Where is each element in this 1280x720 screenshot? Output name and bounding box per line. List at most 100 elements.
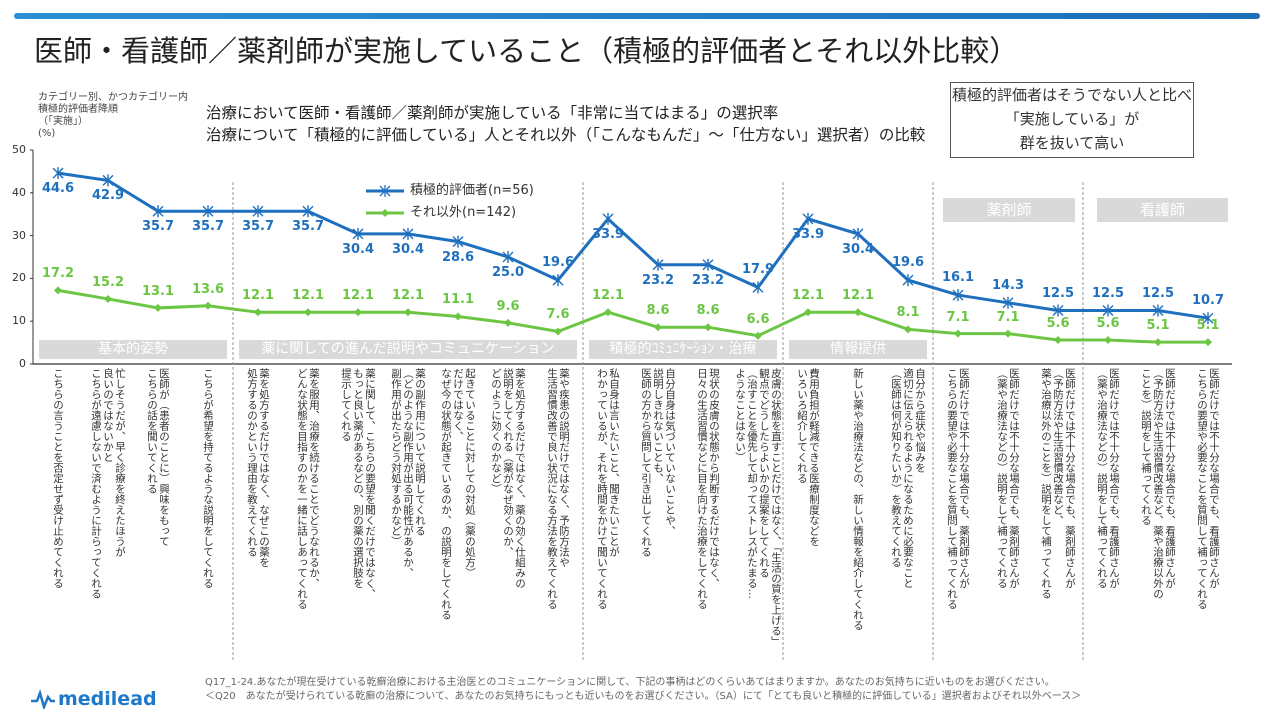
data-label: 42.9 xyxy=(91,188,125,204)
data-point xyxy=(1052,304,1064,317)
data-label: 30.4 xyxy=(391,241,425,257)
data-label: 15.2 xyxy=(91,274,125,290)
data-point xyxy=(54,286,62,295)
data-label: 17.9 xyxy=(741,262,775,278)
data-label: 12.1 xyxy=(241,288,275,304)
data-point xyxy=(254,308,262,317)
y-tick-label: 20 xyxy=(12,271,26,285)
x-tick-label: 薬を処方するだけではなく、なぜこの薬を 処方するのかという理由を教えてくれる xyxy=(246,368,270,568)
data-label: 13.1 xyxy=(141,283,175,299)
data-point xyxy=(554,327,562,336)
data-label: 28.6 xyxy=(441,249,475,265)
y-tick-label: 10 xyxy=(12,314,26,328)
x-tick-label: こちらの言うことを否定せず受け止めてくれる xyxy=(52,368,64,589)
data-point xyxy=(1152,304,1164,317)
data-label: 12.1 xyxy=(591,288,625,304)
data-label: 12.1 xyxy=(841,288,875,304)
x-tick-label: 忙しそうだが、早く診療を終えたほうが 良いのではないかと こちらが遠慮しないで済… xyxy=(90,368,126,599)
data-label: 16.1 xyxy=(941,270,975,286)
data-label: 8.6 xyxy=(646,303,670,319)
data-label: 17.2 xyxy=(41,266,75,282)
footnote: Q17_1-24.あなたが現在受けている乾癬治療における主治医とのコミュニケーシ… xyxy=(205,676,1081,704)
data-point xyxy=(654,323,662,332)
x-tick-label: 自分自身は気づいていないことや、 説明しきれないことも、 医師の方から質問して引… xyxy=(640,368,676,557)
data-label: 12.1 xyxy=(391,288,425,304)
footnote-line: ＜Q20 あなたが受けられている乾癬の治療について、あなたのお気持ちにもっとも近… xyxy=(205,691,1082,702)
data-point xyxy=(702,258,714,271)
series-line xyxy=(57,171,1209,320)
data-point xyxy=(904,325,912,334)
role-badge-nurse: 看護師 xyxy=(1097,198,1228,222)
data-point xyxy=(1154,338,1162,347)
data-label: 12.1 xyxy=(791,288,825,304)
asterisk-marker-icon xyxy=(366,185,404,197)
data-label: 44.6 xyxy=(41,181,75,197)
data-point xyxy=(902,274,914,287)
data-point xyxy=(452,235,464,248)
data-point xyxy=(552,274,564,287)
data-label: 7.6 xyxy=(546,307,570,323)
data-point xyxy=(304,308,312,317)
data-point xyxy=(804,308,812,317)
data-label: 30.4 xyxy=(841,241,875,257)
y-tick-label: 0 xyxy=(19,357,26,370)
data-label: 9.6 xyxy=(496,298,520,314)
data-point xyxy=(402,227,414,240)
x-tick-label: 現状の皮膚の状態から判断するだけではなく、 日々の生活習慣などに目を向けた治療を… xyxy=(696,368,720,610)
note-line: カテゴリー別、かつカテゴリー内 xyxy=(38,92,188,103)
x-tick-label: 医師だけでは不十分な場合でも、看護師さんが （薬や治療法などの）説明をして補って… xyxy=(1096,368,1120,589)
group-label: 基本的姿勢 xyxy=(39,340,227,359)
x-tick-label: 医師だけでは不十分な場合でも、薬剤師さんが （予防方法や生活習慣改善など、 薬や… xyxy=(1040,368,1076,599)
logo: medilead xyxy=(30,688,157,710)
x-tick-label: 薬に関して、こちらの要望を聞くだけではなく、 もっと良い薬があるなどの、別の薬の… xyxy=(340,368,376,599)
x-tick-label: 自分から症状や悩みを 適切に伝えられるようになるために必要なこと （医師は何が知… xyxy=(890,368,926,589)
data-label: 12.5 xyxy=(1091,285,1125,301)
data-point xyxy=(202,205,214,218)
data-point xyxy=(454,312,462,321)
data-point xyxy=(852,227,864,240)
header-bar xyxy=(14,13,1260,19)
data-label: 23.2 xyxy=(641,272,675,288)
callout-box: 積極的評価者はそうでない人と比べ 「実施している」が 群を抜いて高い xyxy=(950,82,1194,158)
x-tick-label: 医師だけでは不十分な場合でも、薬剤師さんが こちらの要望や必要なことを質問して補… xyxy=(946,368,970,610)
diamond-marker-icon xyxy=(366,209,404,217)
data-label: 12.1 xyxy=(291,288,325,304)
callout-line: 「実施している」が xyxy=(1004,110,1140,128)
data-label: 25.0 xyxy=(491,265,525,280)
x-tick-label: 医師だけでは不十分な場合でも、薬剤師さんが （薬や治療法などの）説明をして補って… xyxy=(996,368,1020,589)
group-label: 積極的ｺﾐｭﾆｹｰｼｮﾝ・治療 xyxy=(589,340,777,359)
data-label: 35.7 xyxy=(191,219,225,235)
data-point xyxy=(352,227,364,240)
data-point xyxy=(252,205,264,218)
data-point xyxy=(752,281,764,294)
data-point xyxy=(1002,296,1014,309)
data-label: 23.2 xyxy=(691,272,725,288)
x-tick-label: こちらが希望を持てるような説明をしてくれる xyxy=(202,368,214,589)
x-tick-label: 私自身は言いたいこと、聞きたいことが わかっているが、それを時間をかけて聞いてく… xyxy=(596,368,620,610)
data-point xyxy=(602,212,614,225)
data-label: 35.7 xyxy=(141,219,175,235)
data-point xyxy=(1004,329,1012,338)
series-line xyxy=(57,288,1208,344)
data-label: 7.1 xyxy=(996,309,1020,325)
data-point xyxy=(952,289,964,302)
page-title: 医師・看護師／薬剤師が実施していること（積極的評価者とそれ以外比較） xyxy=(34,34,1019,68)
data-label: 12.1 xyxy=(341,288,375,304)
data-point xyxy=(1054,336,1062,345)
data-label: 35.7 xyxy=(291,219,325,235)
data-label: 33.9 xyxy=(791,226,825,242)
x-tick-label: 薬の副作用について説明してくれる （どのような副作用が出る可能性があるか、 副作… xyxy=(390,368,426,578)
data-point xyxy=(502,251,514,263)
x-tick-label: 医師だけでは不十分な場合でも、看護師さんが （予防方法や生活習慣改善など、薬や治… xyxy=(1140,368,1176,599)
y-unit: (%) xyxy=(38,128,56,139)
pulse-logo-icon xyxy=(31,689,55,709)
note-line: 積極的評価者降順 xyxy=(38,104,118,115)
data-point xyxy=(1102,304,1114,317)
data-point xyxy=(302,205,314,218)
data-label: 19.6 xyxy=(541,255,575,271)
data-label: 5.6 xyxy=(1046,316,1070,332)
data-point xyxy=(1204,338,1212,347)
data-label: 30.4 xyxy=(341,241,375,257)
data-label: 35.7 xyxy=(241,219,275,235)
